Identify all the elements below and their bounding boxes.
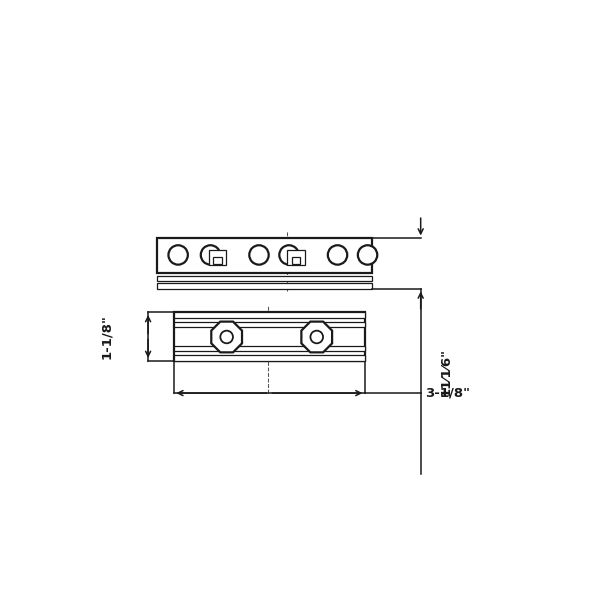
Circle shape bbox=[358, 245, 377, 265]
Circle shape bbox=[310, 331, 323, 343]
Circle shape bbox=[201, 245, 220, 265]
Polygon shape bbox=[211, 322, 242, 352]
Bar bbox=[287, 250, 305, 265]
Bar bbox=[157, 276, 372, 281]
Text: 1-1/8": 1-1/8" bbox=[100, 314, 113, 359]
Polygon shape bbox=[301, 322, 332, 352]
Circle shape bbox=[328, 245, 347, 265]
Circle shape bbox=[249, 245, 269, 265]
Text: 3-1/8": 3-1/8" bbox=[425, 386, 470, 400]
Text: 11⁄1⁄6": 11⁄1⁄6" bbox=[440, 348, 452, 396]
Bar bbox=[173, 322, 365, 326]
Circle shape bbox=[169, 245, 188, 265]
Bar bbox=[213, 257, 222, 263]
Bar bbox=[173, 346, 365, 350]
Bar bbox=[157, 283, 372, 289]
Bar bbox=[292, 257, 301, 263]
Circle shape bbox=[220, 331, 233, 343]
Bar bbox=[209, 250, 226, 265]
Circle shape bbox=[280, 245, 299, 265]
Bar bbox=[173, 312, 365, 361]
Bar bbox=[173, 312, 365, 318]
Bar bbox=[157, 238, 372, 273]
Bar bbox=[173, 355, 365, 361]
